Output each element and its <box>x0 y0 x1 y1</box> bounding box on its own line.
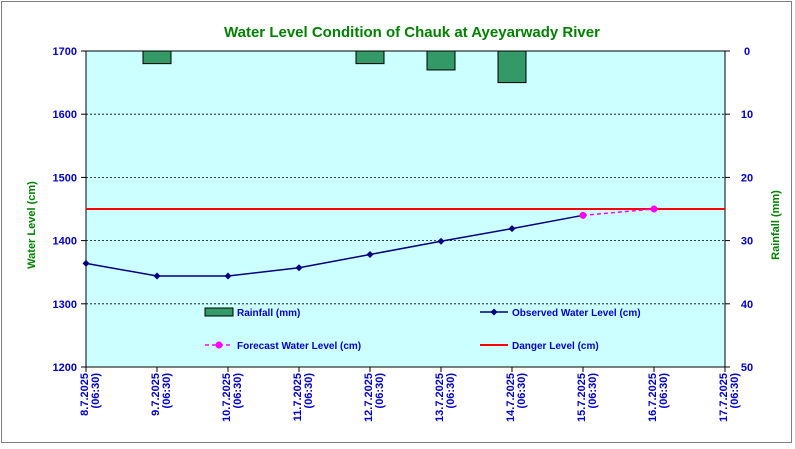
legend-forecast-marker <box>215 341 223 349</box>
x-tick-date: 14.7.2025 <box>505 373 517 422</box>
x-tick-time: (06:30) <box>374 373 386 409</box>
x-tick-time: (06:30) <box>587 373 599 409</box>
x-tick-date: 8.7.2025 <box>79 373 91 416</box>
observed-point <box>295 264 303 272</box>
x-tick-date: 10.7.2025 <box>221 373 233 422</box>
legend-label: Observed Water Level (cm) <box>512 308 641 319</box>
forecast-level-line <box>582 208 655 217</box>
forecast-point <box>650 205 658 213</box>
x-tick-label: 16.7.2025(06:30) <box>647 373 670 422</box>
observed-point <box>224 272 232 280</box>
x-tick-time: (06:30) <box>445 373 457 409</box>
x-tick-date: 15.7.2025 <box>576 373 588 422</box>
chart-title: Water Level Condition of Chauk at Ayeyar… <box>224 24 600 41</box>
x-tick-time: (06:30) <box>658 373 670 409</box>
y-left-tick-label: 1700 <box>53 46 77 58</box>
x-tick-time: (06:30) <box>516 373 528 409</box>
x-tick-time: (06:30) <box>303 373 315 409</box>
y-right-tick-label: 10 <box>741 109 753 121</box>
x-tick-date: 11.7.2025 <box>292 373 304 421</box>
rainfall-bar <box>355 50 385 65</box>
y-left-tick-label: 1600 <box>53 109 77 121</box>
x-tick-date: 13.7.2025 <box>434 373 446 422</box>
x-tick-label: 14.7.2025(06:30) <box>505 373 528 422</box>
legend-label: Rainfall (mm) <box>237 308 300 319</box>
y-right-tick-label: 0 <box>744 46 750 58</box>
legend-rainfall-swatch <box>204 307 234 317</box>
observed-point <box>508 225 516 233</box>
x-tick-time: (06:30) <box>161 373 173 409</box>
x-tick-label: 17.7.2025(06:30) <box>718 373 741 422</box>
x-tick-label: 11.7.2025(06:30) <box>292 373 315 422</box>
x-tick-date: 9.7.2025 <box>150 373 162 416</box>
observed-point <box>437 237 445 245</box>
rainfall-bar <box>426 50 456 71</box>
y-axis-right-label: Rainfall (mm) <box>770 190 782 260</box>
y-right-tick-label: 30 <box>741 236 753 248</box>
observed-point <box>82 259 90 267</box>
x-tick-label: 13.7.2025(06:30) <box>434 373 457 422</box>
forecast-point <box>579 211 587 219</box>
legend-label: Forecast Water Level (cm) <box>237 341 361 352</box>
y-left-tick-label: 1300 <box>53 299 77 311</box>
x-tick-label: 9.7.2025(06:30) <box>150 373 173 416</box>
legend-label: Danger Level (cm) <box>512 341 599 352</box>
y-right-tick-label: 20 <box>741 172 753 184</box>
x-tick-label: 12.7.2025(06:30) <box>363 373 386 422</box>
x-tick-label: 15.7.2025(06:30) <box>576 373 599 422</box>
water-level-chart: Water Level Condition of Chauk at Ayeyar… <box>26 24 782 422</box>
y-left-tick-label: 1200 <box>53 362 77 374</box>
x-tick-time: (06:30) <box>90 373 102 409</box>
y-right-tick-label: 40 <box>741 299 753 311</box>
y-axis-left-label: Water Level (cm) <box>26 181 38 269</box>
x-tick-date: 12.7.2025 <box>363 373 375 422</box>
x-tick-label: 10.7.2025(06:30) <box>221 373 244 422</box>
x-tick-date: 16.7.2025 <box>647 373 659 422</box>
rainfall-bar <box>497 50 527 84</box>
x-tick-time: (06:30) <box>729 373 741 409</box>
legend-observed-marker <box>490 308 498 316</box>
chart-frame: Water Level Condition of Chauk at Ayeyar… <box>1 1 792 443</box>
observed-level-line <box>85 214 584 277</box>
observed-point <box>153 272 161 280</box>
observed-point <box>366 251 374 259</box>
rainfall-bar <box>142 50 172 65</box>
x-tick-label: 8.7.2025(06:30) <box>79 373 102 416</box>
x-tick-date: 17.7.2025 <box>718 373 730 422</box>
y-left-tick-label: 1400 <box>53 236 77 248</box>
y-left-tick-label: 1500 <box>53 172 77 184</box>
y-right-tick-label: 50 <box>741 362 753 374</box>
x-tick-time: (06:30) <box>232 373 244 409</box>
